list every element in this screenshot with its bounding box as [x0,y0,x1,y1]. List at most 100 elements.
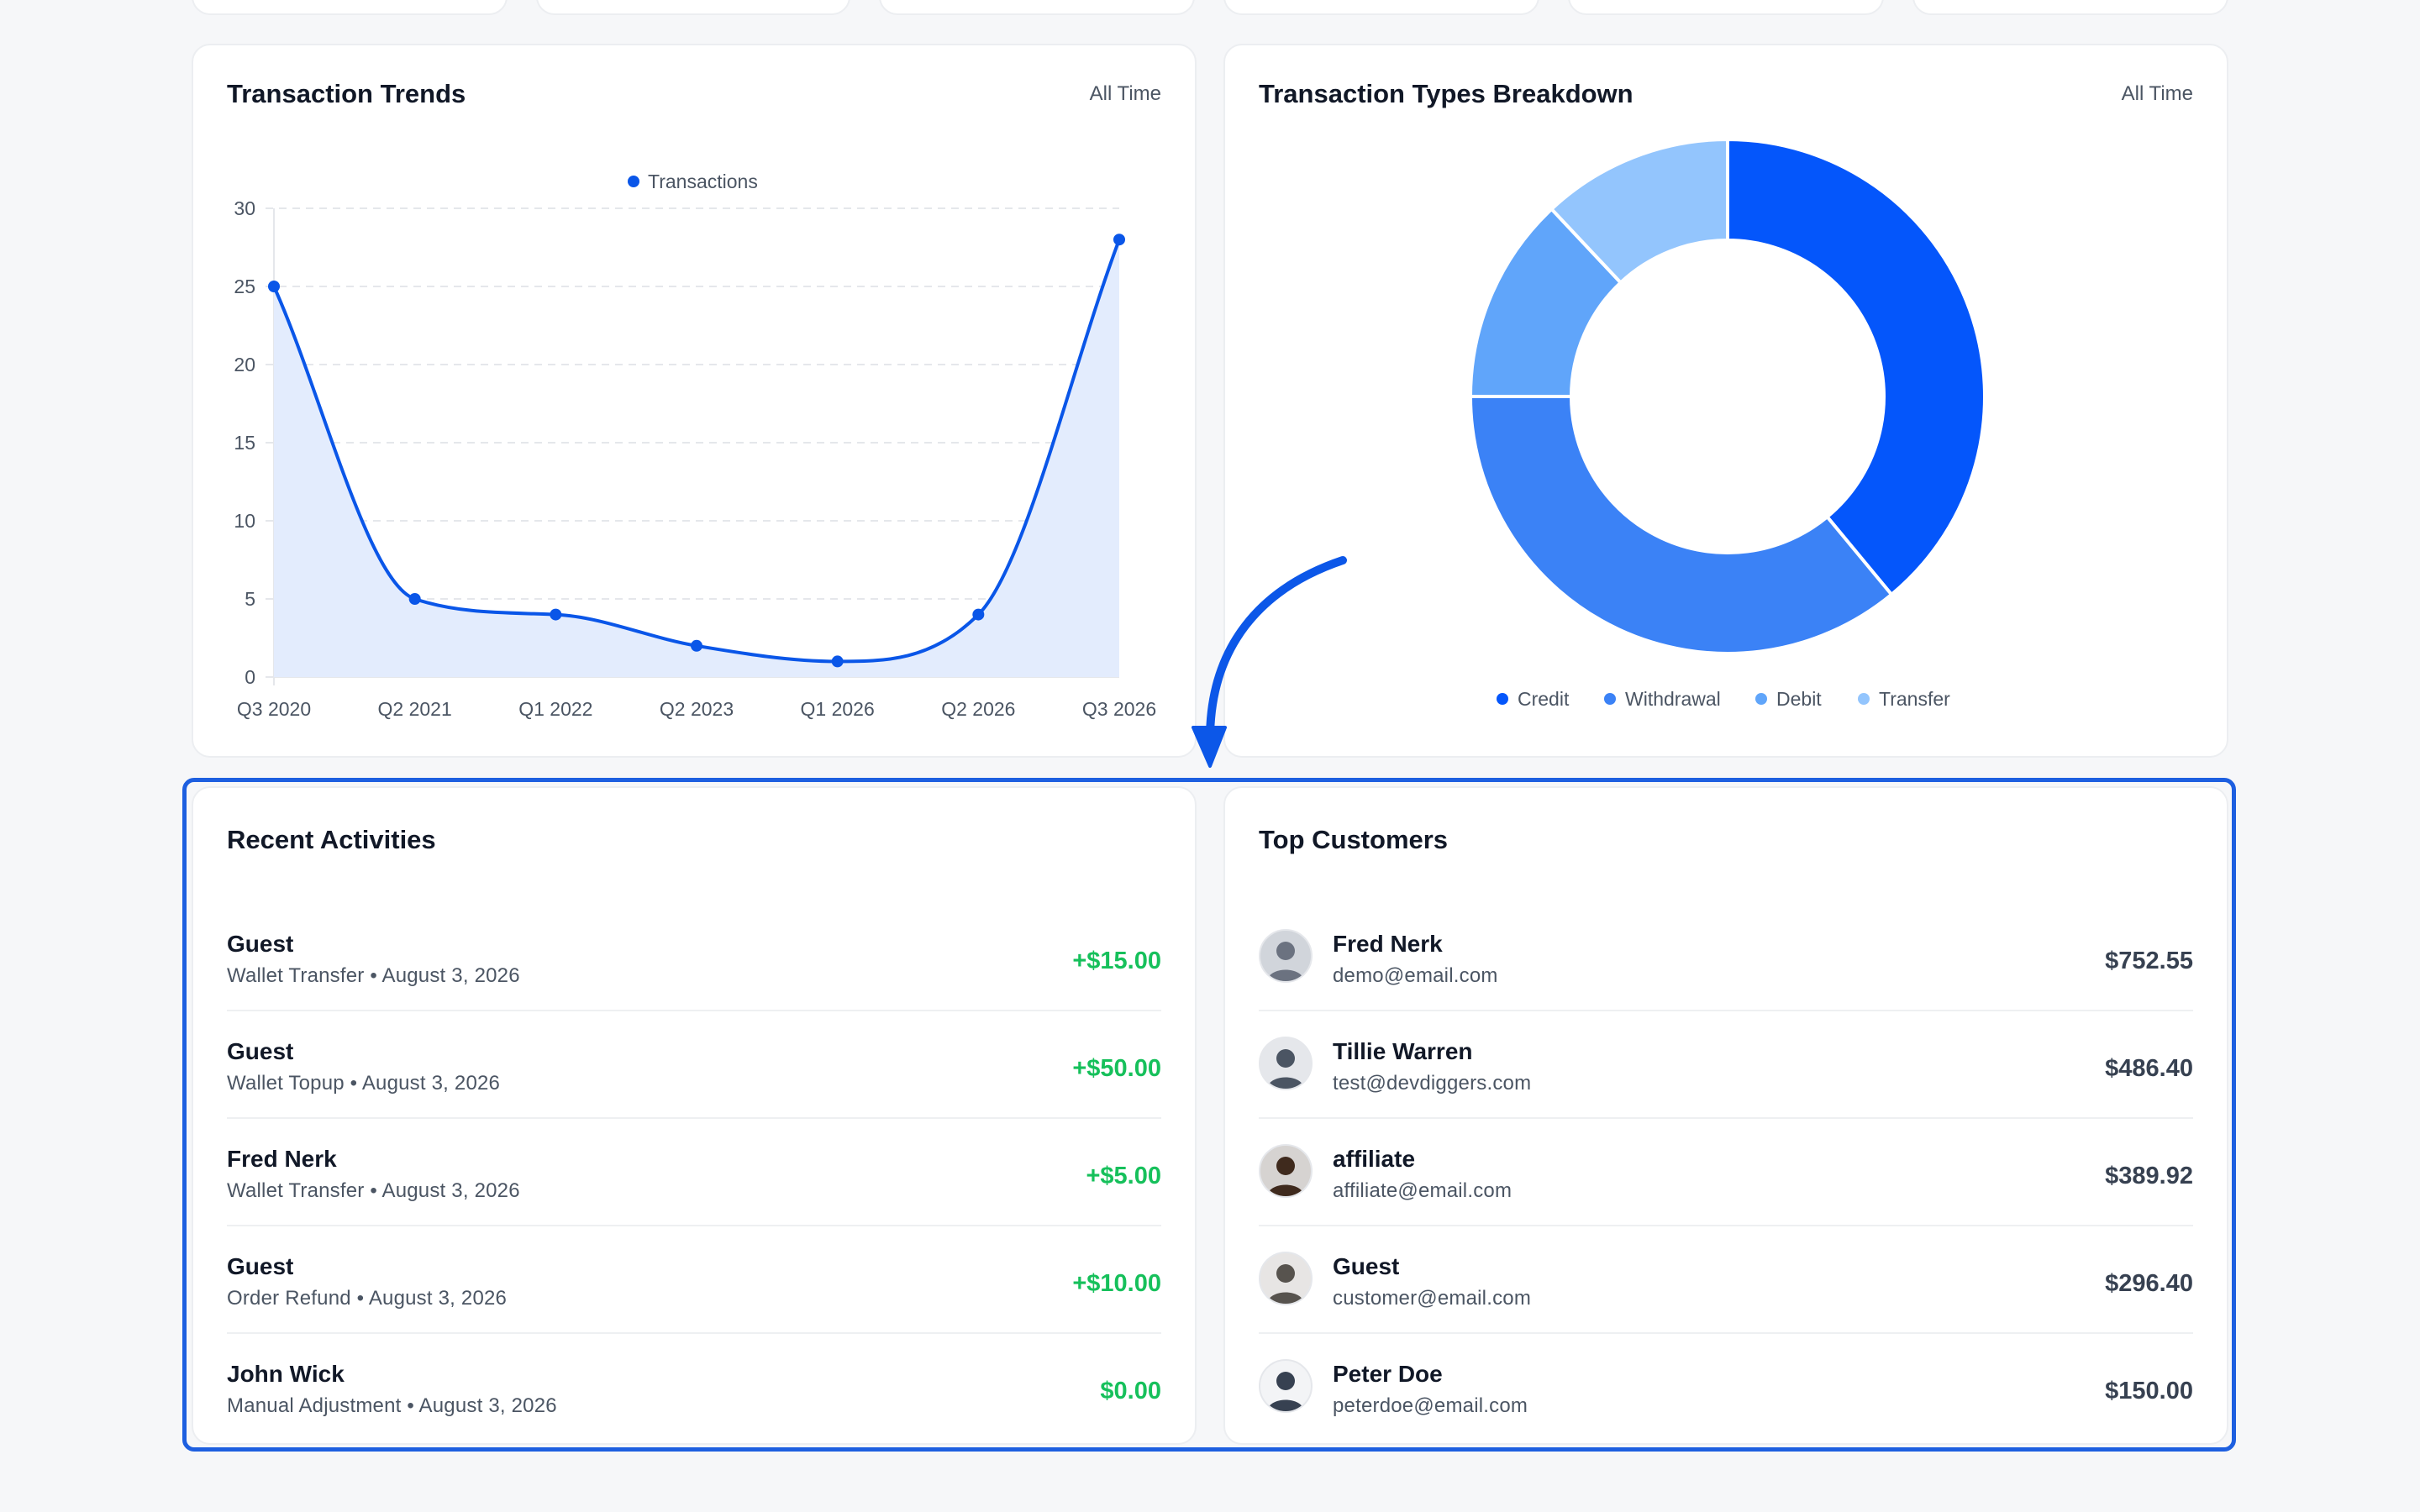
stat-card [879,0,1195,15]
data-point[interactable] [691,639,702,652]
donut-slice[interactable] [1726,137,1986,597]
stat-card [192,0,508,15]
y-tick-label: 30 [234,197,255,219]
y-tick-label: 15 [234,432,255,454]
customer-total: $752.55 [2105,948,2193,974]
customer-row[interactable]: Peter Doe peterdoe@email.com $150.00 [1259,1334,2193,1440]
customer-name: affiliate [1333,1146,1416,1172]
user-icon [1267,1372,1304,1411]
activity-amount: $0.00 [1100,1378,1161,1404]
customer-row[interactable]: Tillie Warren test@devdiggers.com $486.40 [1259,1011,2193,1119]
customer-email: affiliate@email.com [1333,1179,1512,1202]
legend-dot [1755,693,1767,705]
legend-label[interactable]: Credit [1518,688,1570,710]
user-icon [1267,1157,1304,1196]
customer-total: $389.92 [2105,1163,2193,1189]
y-tick-label: 25 [234,276,255,297]
customer-total: $486.40 [2105,1055,2193,1082]
activity-row[interactable]: Guest Wallet Topup • August 3, 2026 +$50.0… [227,1011,1161,1119]
top-customers-card: Top Customers Fred Nerk demo@email.com $75… [1223,786,2228,1445]
data-point[interactable] [1113,234,1125,246]
customer-name: Tillie Warren [1333,1038,1473,1064]
card-title: Transaction Types Breakdown [1259,79,1634,108]
customer-name: Guest [1333,1253,1400,1279]
customer-row[interactable]: affiliate affiliate@email.com $389.92 [1259,1119,2193,1226]
activity-amount: +$5.00 [1086,1163,1161,1189]
transaction-types-chart: Credit Withdrawal Debit Transfer [1468,137,1986,710]
y-tick-label: 5 [245,588,255,610]
data-point[interactable] [550,608,562,621]
recent-activities-card: Recent Activities Guest Wallet Transfer •… [192,786,1197,1445]
customer-email: customer@email.com [1333,1287,1532,1310]
x-tick-label: Q1 2026 [801,698,875,720]
activity-details: Manual Adjustment • August 3, 2026 [227,1394,557,1417]
stat-card [536,0,850,15]
legend-dot [628,176,639,187]
user-icon [1267,1264,1304,1304]
customer-name: Peter Doe [1333,1361,1443,1387]
data-point[interactable] [268,281,280,292]
user-icon [1267,1049,1304,1089]
activity-row[interactable]: Guest Wallet Transfer • August 3, 2026 +$1… [227,904,1161,1011]
legend-dot [1858,693,1870,705]
activity-amount: +$10.00 [1072,1270,1161,1297]
x-tick-label: Q2 2023 [660,698,734,720]
legend-label[interactable]: Transactions [648,171,758,192]
data-point[interactable] [972,608,985,621]
y-tick-label: 0 [245,666,255,688]
x-tick-label: Q3 2026 [1082,698,1156,720]
activity-row[interactable]: John Wick Manual Adjustment • August 3, 2… [227,1334,1161,1440]
customer-row[interactable]: Fred Nerk demo@email.com $752.55 [1259,904,2193,1011]
donut-slice[interactable] [1549,137,1729,286]
stat-card [1223,0,1539,15]
activity-name: Guest [227,1038,294,1064]
transaction-types-card: Transaction Types Breakdown All Time Cre… [1223,44,2228,758]
activity-name: Fred Nerk [227,1146,337,1172]
customer-total: $150.00 [2105,1378,2193,1404]
activity-name: Guest [227,931,294,957]
x-tick-label: Q3 2020 [237,698,311,720]
customer-total: $296.40 [2105,1270,2193,1297]
period-filter[interactable]: All Time [1089,82,1161,105]
stat-card [1912,0,2228,15]
transaction-trends-card: Transaction Trends All Time 0 5 10 15 20 25 30… [192,44,1197,758]
card-title: Transaction Trends [227,79,466,108]
x-tick-label: Q2 2021 [378,698,452,720]
avatar [1259,1144,1313,1198]
x-tick-label: Q2 2026 [941,698,1015,720]
avatar [1259,1037,1313,1090]
avatar [1259,1359,1313,1413]
avatar [1259,929,1313,983]
data-point[interactable] [831,655,844,668]
legend-label[interactable]: Debit [1776,688,1822,710]
avatar [1259,1252,1313,1305]
y-tick-label: 20 [234,354,255,375]
customer-email: peterdoe@email.com [1333,1394,1528,1417]
legend-dot [1604,693,1616,705]
activity-details: Wallet Transfer • August 3, 2026 [227,964,520,987]
y-tick-label: 10 [234,510,255,532]
donut-slice[interactable] [1468,395,1894,655]
activity-row[interactable]: Guest Order Refund • August 3, 2026 +$10.0… [227,1226,1161,1334]
activity-name: Guest [227,1253,294,1279]
data-point[interactable] [408,593,421,605]
period-filter[interactable]: All Time [2121,82,2193,105]
legend-label[interactable]: Withdrawal [1625,688,1721,710]
customer-email: test@devdiggers.com [1333,1072,1532,1095]
activity-details: Order Refund • August 3, 2026 [227,1287,508,1310]
activity-row[interactable]: Fred Nerk Wallet Transfer • August 3, 202… [227,1119,1161,1226]
customer-email: demo@email.com [1333,964,1498,987]
activity-details: Wallet Topup • August 3, 2026 [227,1072,501,1095]
activity-amount: +$50.00 [1072,1055,1161,1082]
card-title: Recent Activities [227,825,436,854]
activity-details: Wallet Transfer • August 3, 2026 [227,1179,520,1202]
x-tick-label: Q1 2022 [518,698,592,720]
stat-card [1568,0,1884,15]
activity-name: John Wick [227,1361,345,1387]
activity-amount: +$15.00 [1072,948,1161,974]
customer-name: Fred Nerk [1333,931,1443,957]
user-icon [1267,942,1304,981]
legend-label[interactable]: Transfer [1879,688,1950,710]
customer-row[interactable]: Guest customer@email.com $296.40 [1259,1226,2193,1334]
legend-dot [1497,693,1508,705]
